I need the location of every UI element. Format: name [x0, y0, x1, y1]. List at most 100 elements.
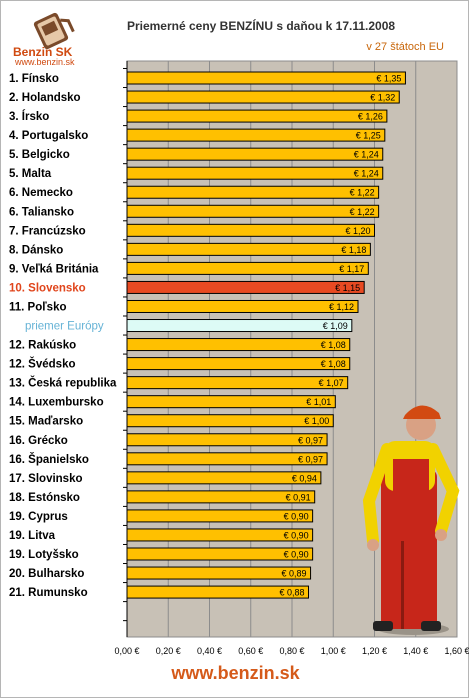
x-tick-label: 1,60 €	[444, 646, 469, 656]
bar	[126, 547, 314, 561]
data-label: € 1,18	[341, 245, 366, 255]
category-label: 19. Litva	[9, 530, 56, 542]
category-label: 9. Veľká Británia	[9, 263, 99, 275]
data-label: € 1,01	[306, 397, 331, 407]
bar	[126, 223, 375, 237]
category-label: 8. Dánsko	[9, 244, 63, 256]
category-label: 4. Portugalsko	[9, 130, 88, 142]
bar	[126, 566, 312, 580]
bar	[126, 166, 384, 180]
category-label: 5. Malta	[9, 168, 52, 180]
data-label: € 1,32	[370, 93, 395, 103]
bar	[126, 452, 328, 466]
category-label: 12. Švédsko	[9, 358, 75, 371]
bar	[126, 509, 314, 523]
data-label: € 1,22	[350, 207, 375, 217]
data-label: € 0,97	[298, 435, 323, 445]
data-label: € 0,90	[284, 530, 309, 540]
data-label: € 1,17	[339, 264, 364, 274]
data-label: € 1,15	[335, 283, 360, 293]
bar	[126, 528, 314, 542]
data-label: € 1,08	[321, 359, 346, 369]
data-label: € 1,26	[358, 112, 383, 122]
bar	[126, 490, 316, 504]
bar	[126, 90, 400, 104]
data-label: € 0,94	[292, 473, 317, 483]
data-label: € 0,90	[284, 511, 309, 521]
data-label: € 0,97	[298, 454, 323, 464]
category-label: priemer Európy	[25, 321, 104, 333]
x-tick-label: 1,20 €	[362, 646, 387, 656]
category-label: 6. Nemecko	[9, 187, 73, 199]
category-label: 1. Fínsko	[9, 73, 59, 85]
data-label: € 1,25	[356, 131, 381, 141]
data-label: € 1,35	[376, 74, 401, 84]
bar	[126, 433, 328, 447]
benzin-logo-icon	[33, 12, 75, 50]
bar	[126, 242, 371, 256]
x-tick-label: 0,20 €	[156, 646, 181, 656]
bar	[126, 471, 322, 485]
data-label: € 0,90	[284, 550, 309, 560]
data-label: € 1,07	[319, 378, 344, 388]
data-label: € 1,12	[329, 302, 354, 312]
bar	[126, 357, 351, 371]
chart-title: Priemerné ceny BENZÍNU s daňou k 17.11.2…	[126, 19, 396, 33]
category-label: 6. Taliansko	[9, 206, 74, 218]
gas-station-attendant-icon	[362, 405, 460, 635]
data-label: € 1,24	[354, 169, 379, 179]
category-label: 11. Poľsko	[9, 301, 67, 313]
x-tick-label: 0,80 €	[279, 646, 304, 656]
data-label: € 0,91	[286, 492, 311, 502]
x-tick-label: 1,40 €	[403, 646, 428, 656]
category-label: 7. Francúzsko	[9, 225, 86, 237]
data-label: € 1,22	[350, 188, 375, 198]
bar	[126, 299, 359, 313]
data-label: € 0,88	[279, 588, 304, 598]
category-label: 12. Rakúsko	[9, 340, 76, 352]
category-label: 3. Írsko	[9, 110, 49, 123]
bar	[126, 261, 369, 275]
data-label: € 1,00	[304, 416, 329, 426]
bar	[126, 71, 406, 85]
bar	[126, 414, 334, 428]
category-label: 18. Estónsko	[9, 492, 80, 504]
data-label: € 1,20	[345, 226, 370, 236]
bar	[126, 204, 380, 218]
category-label: 19. Lotyšsko	[9, 549, 79, 561]
bar	[126, 338, 351, 352]
footer-url[interactable]: www.benzin.sk	[171, 663, 300, 683]
bar	[126, 280, 365, 294]
x-tick-label: 0,60 €	[238, 646, 263, 656]
chart-subtitle: v 27 štátoch EU	[366, 41, 444, 53]
category-label: 13. Česká republika	[9, 377, 117, 390]
category-label: 2. Holandsko	[9, 92, 81, 104]
bar	[126, 185, 380, 199]
category-label: 16. Španielsko	[9, 453, 89, 466]
category-label: 10. Slovensko	[9, 282, 86, 294]
bar	[126, 319, 353, 333]
bar	[126, 109, 388, 123]
category-label: 5. Belgicko	[9, 149, 70, 161]
data-label: € 1,08	[321, 340, 346, 350]
x-tick-label: 0,00 €	[114, 646, 139, 656]
category-label: 17. Slovinsko	[9, 473, 83, 485]
bar	[126, 128, 386, 142]
data-label: € 1,24	[354, 150, 379, 160]
data-label: € 0,89	[282, 569, 307, 579]
category-label: 19. Cyprus	[9, 511, 68, 523]
logo-url: www.benzin.sk	[15, 57, 75, 67]
category-label: 20. Bulharsko	[9, 568, 84, 580]
x-tick-label: 0,40 €	[197, 646, 222, 656]
bar	[126, 376, 349, 390]
bar	[126, 147, 384, 161]
category-label: 15. Maďarsko	[9, 416, 83, 428]
bar	[126, 585, 309, 599]
data-label: € 1,09	[323, 321, 348, 331]
category-label: 16. Grécko	[9, 435, 68, 447]
bar	[126, 395, 336, 409]
category-label: 14. Luxembursko	[9, 397, 104, 409]
category-label: 21. Rumunsko	[9, 587, 88, 599]
